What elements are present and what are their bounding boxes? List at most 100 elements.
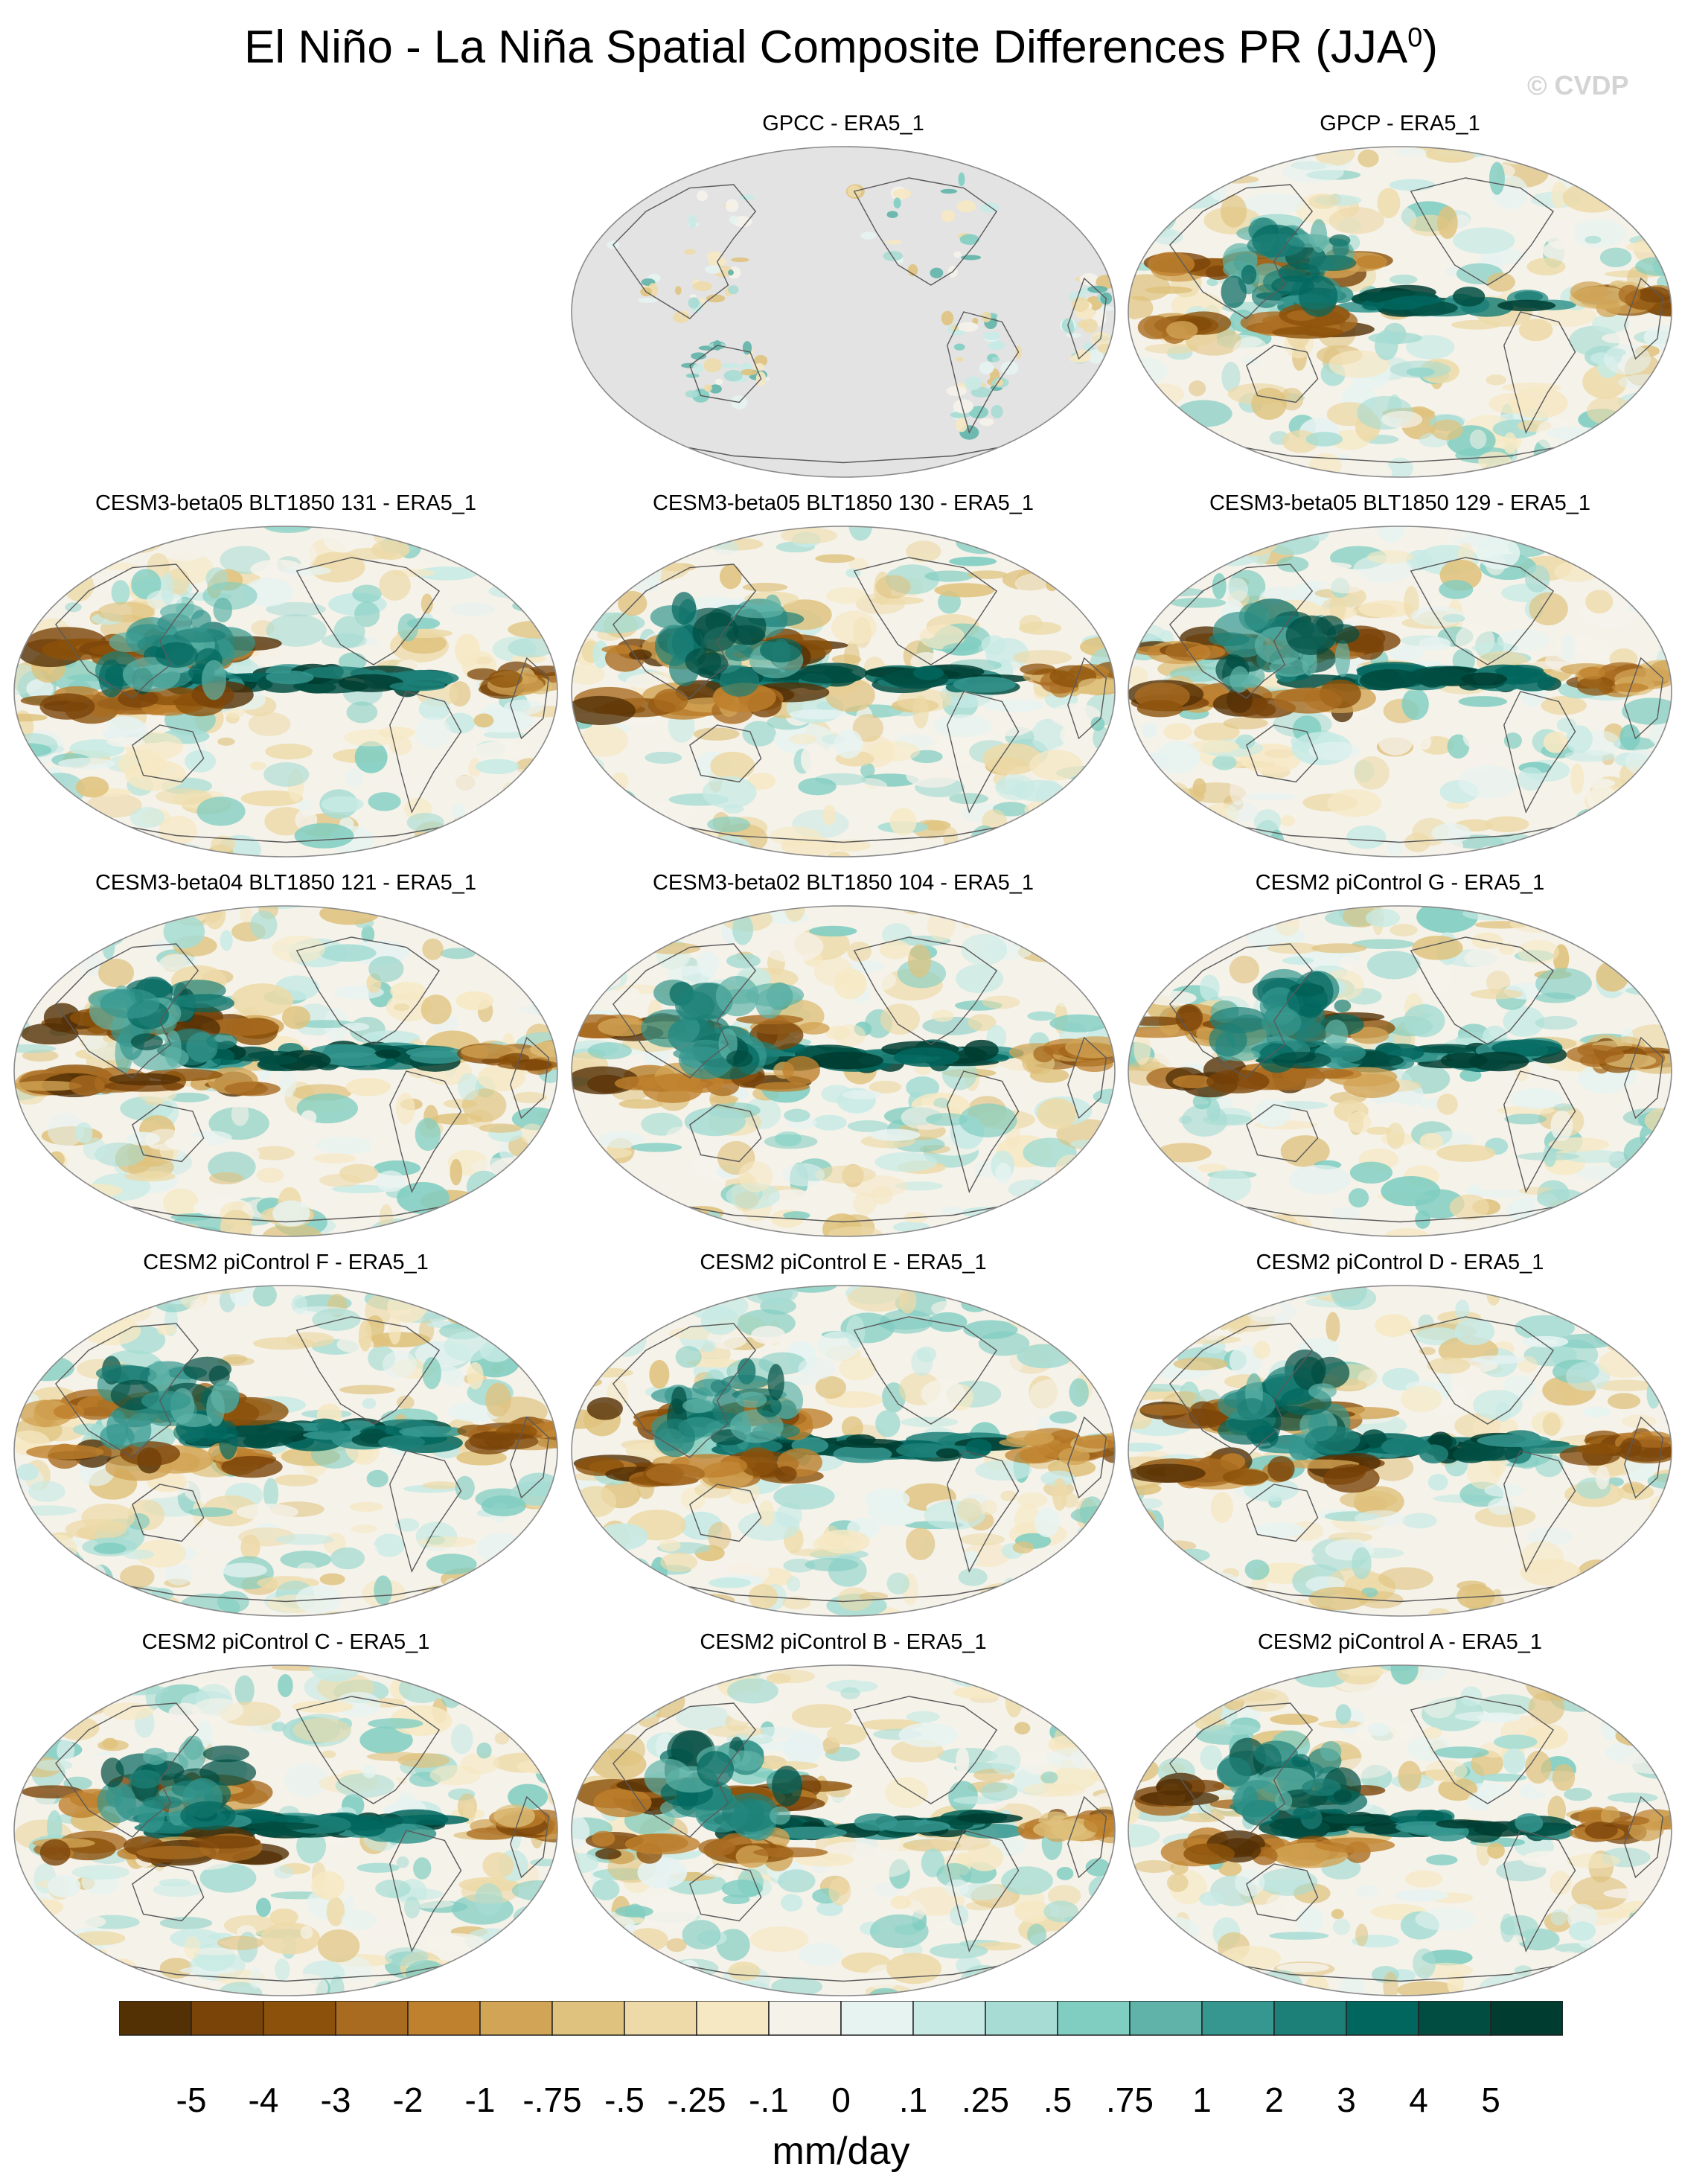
- colorbar-tick-label: -5: [176, 2081, 207, 2119]
- coastline: [1624, 1416, 1664, 1499]
- colorbar-tick-label: 1: [1192, 2081, 1212, 2119]
- map-panel: CESM2 piControl G - ERA5_1: [1126, 871, 1674, 1239]
- map-border: [571, 146, 1116, 478]
- colorbar-swatch: [985, 2000, 1058, 2036]
- panel-title: CESM3-beta05 BLT1850 130 - ERA5_1: [652, 491, 1035, 515]
- robinson-map: [571, 1285, 1116, 1617]
- map-border: [1128, 146, 1672, 478]
- panel-title: CESM3-beta05 BLT1850 131 - ERA5_1: [95, 491, 477, 515]
- robinson-map: [1128, 905, 1672, 1237]
- coastline: [54, 1702, 199, 1838]
- map-border: [571, 1664, 1116, 1996]
- coastline: [1410, 1316, 1555, 1425]
- map-border: [571, 905, 1116, 1237]
- coastline: [947, 1450, 1020, 1573]
- colorbar-swatch: [1273, 2000, 1347, 2036]
- panel-title: GPCP - ERA5_1: [1320, 112, 1480, 135]
- coastline: [54, 1323, 199, 1458]
- coastline: [1180, 814, 1619, 843]
- coastline: [624, 435, 1063, 464]
- coastline: [1168, 184, 1314, 319]
- coastline: [624, 1574, 1063, 1603]
- colorbar-swatches: [118, 2000, 1564, 2036]
- map-border: [1128, 526, 1672, 858]
- robinson-map: [571, 526, 1116, 858]
- colorbar-tick-label: .75: [1106, 2081, 1154, 2119]
- map-border: [13, 1664, 558, 1996]
- coastline: [1180, 1953, 1619, 1982]
- colorbar-tick-label: -.5: [604, 2081, 645, 2119]
- colorbar-units: mm/day: [772, 2130, 910, 2173]
- robinson-map: [571, 905, 1116, 1237]
- coastline: [612, 943, 757, 1079]
- map-border: [571, 1285, 1116, 1617]
- coastline: [1246, 1484, 1319, 1542]
- coastline: [389, 691, 462, 814]
- coastline: [1503, 1450, 1576, 1573]
- colorbar-swatch: [263, 2000, 336, 2036]
- coastline: [947, 1830, 1020, 1952]
- robinson-map: [1128, 1664, 1672, 1996]
- colorbar-tick-label: .25: [962, 2081, 1009, 2119]
- coastline: [389, 1450, 462, 1573]
- map-panel: CESM3-beta05 BLT1850 130 - ERA5_1: [569, 491, 1117, 859]
- coastline: [1168, 943, 1314, 1079]
- coastline: [853, 1316, 998, 1425]
- panel-title: CESM2 piControl E - ERA5_1: [700, 1251, 987, 1274]
- robinson-map: [13, 526, 558, 858]
- coastline: [1410, 177, 1555, 286]
- coastline: [689, 1484, 762, 1542]
- coastline: [1503, 1830, 1576, 1952]
- colorbar-tick-label: 3: [1337, 2081, 1356, 2119]
- figure-title: El Niño - La Niña Spatial Composite Diff…: [0, 21, 1682, 74]
- coastline: [1067, 277, 1107, 360]
- coastline: [132, 724, 205, 783]
- coastline: [1168, 1702, 1314, 1838]
- coastline: [295, 1696, 441, 1804]
- coastline: [689, 1863, 762, 1922]
- coastline: [1067, 1036, 1107, 1120]
- colorbar-swatch: [912, 2000, 986, 2036]
- coastline: [389, 1830, 462, 1952]
- coastline: [1410, 936, 1555, 1045]
- coastline: [66, 1194, 505, 1223]
- coastline: [54, 563, 199, 699]
- map-panel: CESM2 piControl C - ERA5_1: [12, 1630, 560, 1998]
- panel-title: CESM3-beta04 BLT1850 121 - ERA5_1: [95, 871, 477, 895]
- map-panel: GPCP - ERA5_1: [1126, 112, 1674, 479]
- map-panel: CESM3-beta02 BLT1850 104 - ERA5_1: [569, 871, 1117, 1239]
- coastline: [1168, 1323, 1314, 1458]
- coastline: [853, 1696, 998, 1804]
- colorbar-swatch: [1346, 2000, 1419, 2036]
- coastline: [612, 1702, 757, 1838]
- robinson-map: [1128, 526, 1672, 858]
- coastline: [389, 1070, 462, 1193]
- panel-title: CESM3-beta02 BLT1850 104 - ERA5_1: [652, 871, 1035, 895]
- colorbar-swatch: [479, 2000, 553, 2036]
- panel-title: CESM2 piControl F - ERA5_1: [143, 1251, 429, 1274]
- panel-title: CESM3-beta05 BLT1850 129 - ERA5_1: [1209, 491, 1591, 515]
- colorbar-tick-label: .5: [1043, 2081, 1072, 2119]
- precip-field: [14, 526, 557, 857]
- coastline: [295, 557, 441, 665]
- colorbar-swatch: [191, 2000, 264, 2036]
- map-panel: CESM3-beta05 BLT1850 131 - ERA5_1: [12, 491, 560, 859]
- colorbar-swatch: [1129, 2000, 1203, 2036]
- precip-field: [1128, 526, 1672, 857]
- coastline: [853, 557, 998, 665]
- coastline: [1624, 277, 1664, 360]
- coastline: [510, 1795, 550, 1879]
- coastline: [853, 936, 998, 1045]
- map-border: [1128, 905, 1672, 1237]
- panel-title: GPCC - ERA5_1: [762, 112, 924, 135]
- coastline: [1503, 691, 1576, 814]
- coastline: [66, 1574, 505, 1603]
- colorbar-tick-label: 4: [1409, 2081, 1428, 2119]
- coastline: [1246, 345, 1319, 403]
- colorbar-swatch: [1057, 2000, 1131, 2036]
- coastline: [624, 814, 1063, 843]
- precip-field: [1128, 147, 1672, 477]
- precip-field: [572, 1286, 1115, 1616]
- map-panel: GPCC - ERA5_1: [569, 112, 1117, 479]
- panel-title: CESM2 piControl C - ERA5_1: [141, 1630, 430, 1654]
